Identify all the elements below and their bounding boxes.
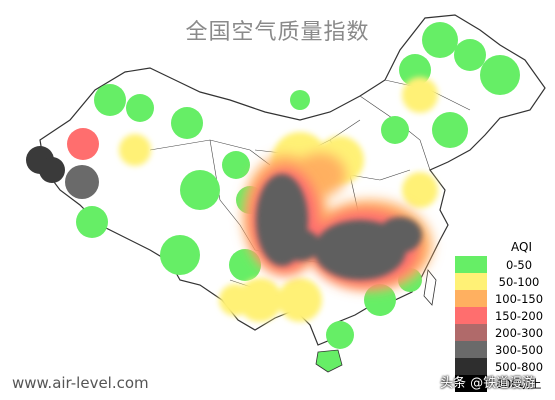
aqi-zone-hazardous	[256, 174, 422, 280]
legend-item: 500-800	[455, 358, 551, 375]
aqi-hotspot-red	[67, 128, 99, 160]
legend-swatch	[455, 273, 487, 290]
aqi-legend: AQI 0-50 50-100 100-150 150-200 200-300 …	[455, 238, 551, 392]
legend-item: 300-500	[455, 341, 551, 358]
legend-label: 200-300	[494, 325, 544, 340]
hainan-island	[315, 349, 343, 373]
legend-label: 150-200	[494, 308, 544, 323]
legend-title: AQI	[511, 240, 532, 254]
legend-swatch	[455, 307, 487, 324]
page-title: 全国空气质量指数	[185, 20, 370, 45]
legend-label: 800以上	[496, 376, 542, 391]
legend-swatch	[455, 290, 487, 307]
legend-label: 300-500	[494, 342, 544, 357]
legend-label: 50-100	[498, 274, 540, 289]
legend-swatch	[455, 324, 487, 341]
legend-item: 50-100	[455, 273, 551, 290]
source-url: www.air-level.com	[12, 374, 149, 392]
legend-item: 100-150	[455, 290, 551, 307]
legend-swatch	[455, 256, 487, 273]
legend-item: 0-50	[455, 256, 551, 273]
watermark: 头条 @铁道漫游	[440, 376, 536, 391]
legend-item: 150-200	[455, 307, 551, 324]
legend-label: 0-50	[505, 257, 533, 272]
aqi-hotspot-grey	[65, 165, 99, 199]
legend-item: 800以上	[455, 375, 551, 392]
legend-swatch	[455, 375, 487, 392]
legend-swatch	[455, 358, 487, 375]
legend-swatch	[455, 341, 487, 358]
legend-label: 500-800	[494, 359, 544, 374]
aqi-hotspot-dark	[26, 146, 65, 183]
legend-item: 200-300	[455, 324, 551, 341]
legend-label: 100-150	[494, 291, 544, 306]
taiwan-island	[423, 269, 437, 306]
aqi-zone-good	[76, 22, 520, 349]
